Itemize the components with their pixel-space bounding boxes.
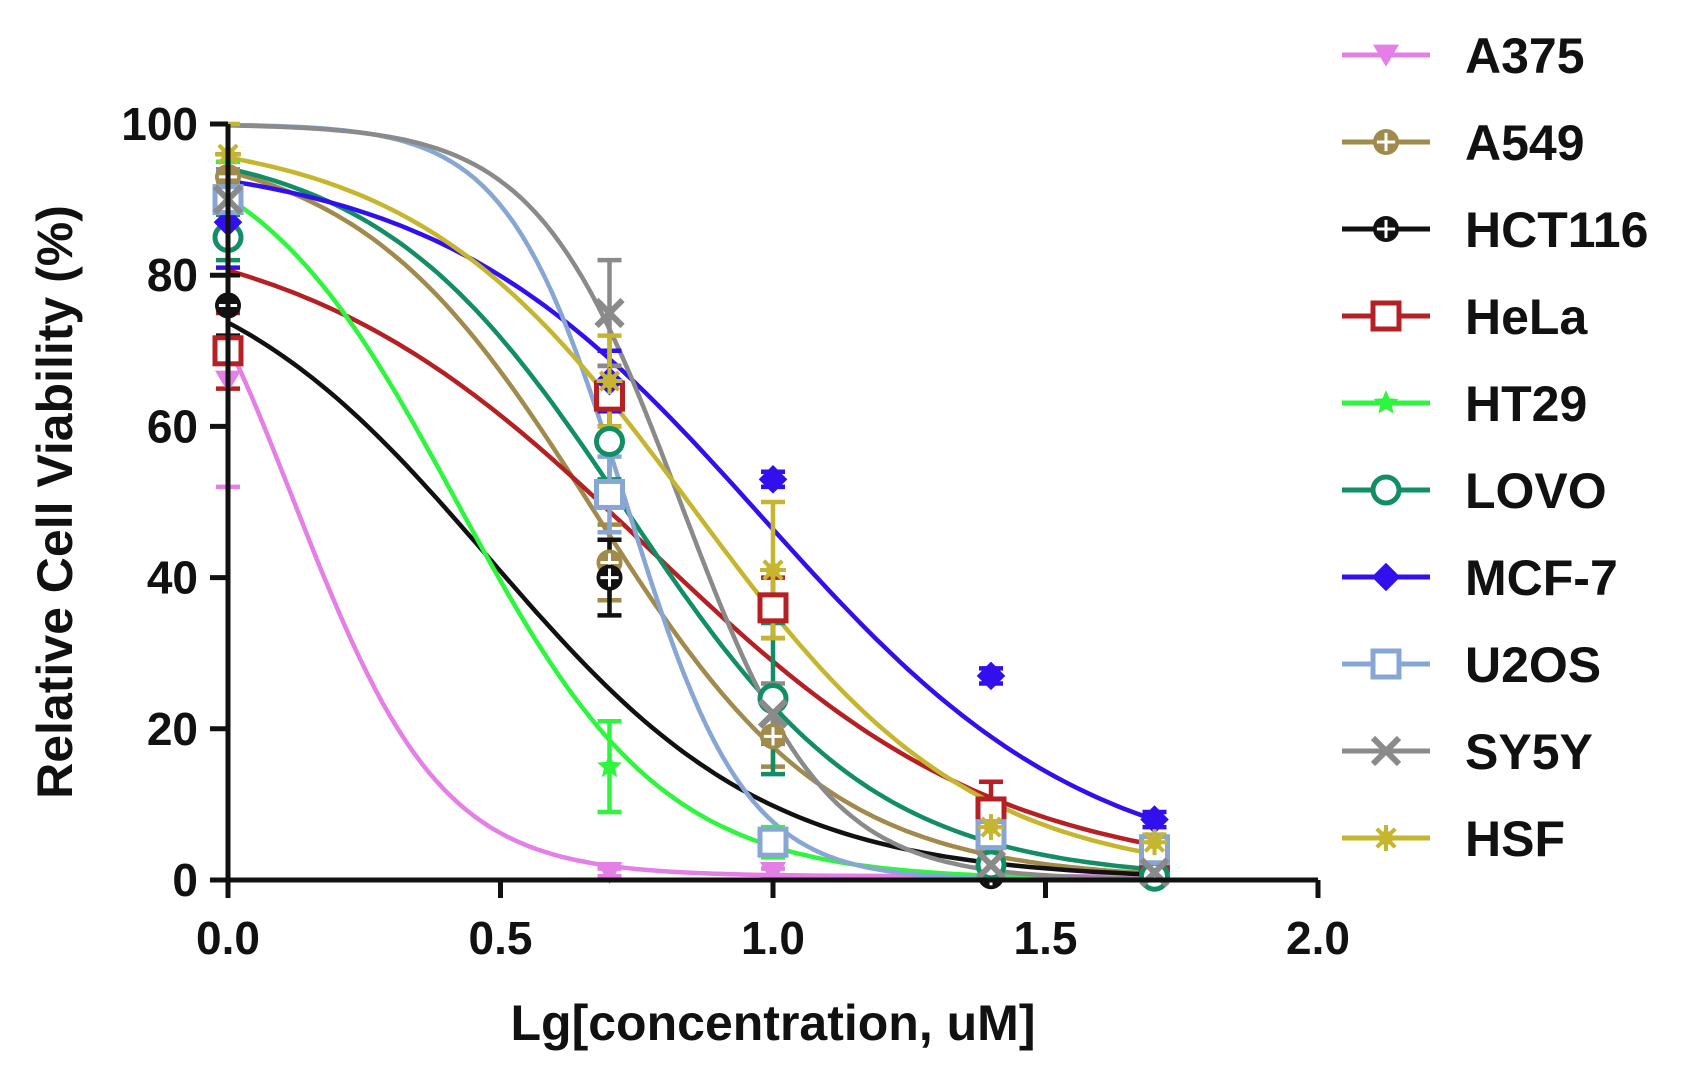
data-point-sy5y [975,849,1007,881]
fit-curve-hsf [227,155,1155,857]
legend-marker-lovo [1370,474,1402,506]
data-point-sy5y [757,698,789,729]
legend-marker-a375 [1373,44,1399,67]
data-point-a375 [760,862,786,885]
legend-item-hct116: HCT116 [1342,202,1648,258]
data-point-mcf-7 [758,465,788,494]
legend-marker-sy5y [1370,735,1402,767]
y-ticks: 0 20 40 60 80 100 [121,98,228,906]
data-point-hsf [596,368,623,395]
legend-item-a549: A549 [1342,115,1585,171]
data-point-hsf [760,557,786,584]
legend-item-lovo: LOVO [1342,463,1607,519]
y-tick-label: 80 [147,249,198,301]
data-point-mcf-7 [976,661,1006,691]
data-point-u2os [757,826,789,858]
legend-label: HSF [1465,811,1565,867]
legend-marker-hela [1370,300,1402,332]
data-point-lovo [594,426,625,458]
legend-marker-u2os [1370,648,1402,680]
x-tick-label: 0.0 [196,912,260,964]
x-axis-title: Lg[concentration, uM] [511,995,1036,1051]
data-point-hsf [978,814,1004,841]
y-tick-label: 20 [147,703,198,755]
x-tick-label: 0.5 [469,912,533,964]
legend-label: A549 [1465,115,1585,171]
x-tick-label: 2.0 [1286,912,1350,964]
x-ticks: 0.0 0.5 1.0 1.5 2.0 [196,880,1350,964]
fit-curve-ht29 [226,195,1155,882]
legend-item-hsf: HSF [1342,811,1565,867]
y-axis-title: Relative Cell Viability (%) [27,205,83,799]
data-point-mcf-7 [1140,805,1169,834]
data-point-sy5y [594,297,625,329]
legend-label: A375 [1465,28,1585,84]
legend-label: MCF-7 [1465,550,1618,606]
legend-label: HT29 [1465,376,1587,432]
x-tick-label: 1.5 [1014,912,1078,964]
data-point-a375 [596,862,623,885]
data-points [212,141,1170,892]
legend-marker-hct116 [1373,216,1399,242]
legend-item-mcf-7: MCF-7 [1342,550,1618,606]
fit-curve-hct116 [226,320,1155,877]
legend-item-u2os: U2OS [1342,637,1601,693]
data-point-hela [757,592,789,624]
legend-item-a375: A375 [1342,28,1585,84]
data-point-u2os [594,478,625,510]
y-tick-label: 60 [147,400,198,452]
legend-label: HeLa [1465,289,1588,345]
data-point-ht29 [597,753,622,778]
fit-curve-lovo [227,166,1155,872]
fit-curves [225,122,1156,883]
legend: A375 A549 HCT116 HeLa HT29 LOVO MCF-7 U2OS SY5Y H… [1342,28,1648,867]
data-point-hct116 [596,564,623,591]
legend-marker-ht29 [1373,390,1399,414]
x-tick-label: 1.0 [741,912,805,964]
fit-curve-mcf-7 [227,178,1156,823]
legend-marker-a549 [1373,129,1399,155]
data-point-a549 [760,723,786,750]
y-tick-label: 100 [121,98,198,150]
legend-item-ht29: HT29 [1342,376,1587,432]
legend-label: HCT116 [1465,202,1648,258]
legend-label: U2OS [1465,637,1601,693]
legend-marker-hsf [1373,825,1399,851]
legend-item-hela: HeLa [1342,289,1588,345]
y-tick-label: 0 [172,854,198,906]
data-point-hsf [1141,829,1168,856]
legend-label: SY5Y [1465,724,1593,780]
legend-item-sy5y: SY5Y [1342,724,1593,780]
fit-curve-a549 [227,169,1155,876]
legend-label: LOVO [1465,463,1607,519]
legend-marker-mcf-7 [1371,562,1401,592]
y-tick-label: 40 [147,552,198,604]
